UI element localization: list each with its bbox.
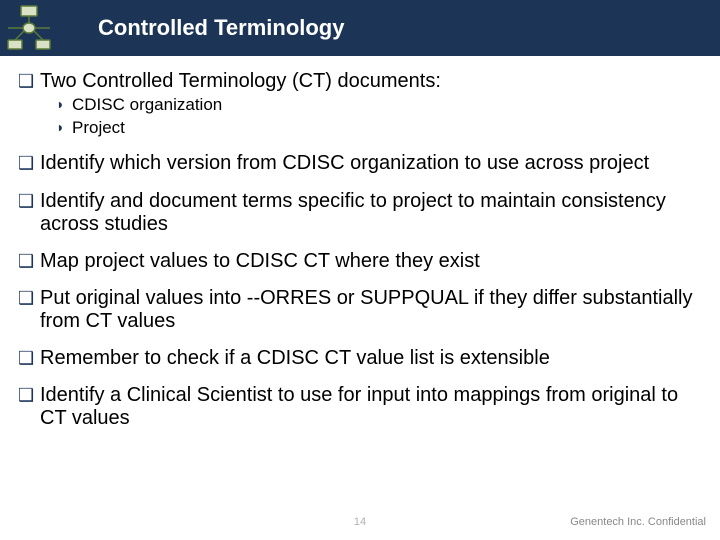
bullet-item: ❑ Two Controlled Terminology (CT) docume… [18, 70, 702, 93]
bullet-marker-icon: ❑ [18, 347, 40, 370]
bullet-text: Put original values into --ORRES or SUPP… [40, 287, 702, 333]
bullet-text: Identify a Clinical Scientist to use for… [40, 384, 702, 430]
sub-bullet-item: ◗ CDISC organization [56, 95, 702, 115]
bullet-item: ❑ Identify which version from CDISC orga… [18, 152, 702, 175]
title-bar: Controlled Terminology [0, 0, 720, 56]
bullet-item: ❑ Map project values to CDISC CT where t… [18, 250, 702, 273]
sub-bullet-text: Project [72, 118, 702, 138]
bullet-text: Identify and document terms specific to … [40, 190, 702, 236]
slide-title: Controlled Terminology [98, 15, 344, 41]
slide-body: ❑ Two Controlled Terminology (CT) docume… [18, 70, 702, 430]
sub-bullet-marker-icon: ◗ [56, 95, 72, 115]
bullet-item: ❑ Put original values into --ORRES or SU… [18, 287, 702, 333]
bullet-marker-icon: ❑ [18, 384, 40, 407]
sub-bullet-marker-icon: ◗ [56, 118, 72, 138]
confidential-label: Genentech Inc. Confidential [570, 516, 706, 528]
bullet-marker-icon: ❑ [18, 250, 40, 273]
bullet-item: ❑ Identify and document terms specific t… [18, 190, 702, 236]
bullet-item: ❑ Remember to check if a CDISC CT value … [18, 347, 702, 370]
bullet-marker-icon: ❑ [18, 287, 40, 310]
bullet-text: Map project values to CDISC CT where the… [40, 250, 702, 273]
flowchart-icon [0, 0, 58, 56]
bullet-item: ❑ Identify a Clinical Scientist to use f… [18, 384, 702, 430]
bullet-marker-icon: ❑ [18, 70, 40, 93]
bullet-marker-icon: ❑ [18, 190, 40, 213]
bullet-text: Identify which version from CDISC organi… [40, 152, 702, 175]
slide: Controlled Terminology ❑ Two Controlled … [0, 0, 720, 540]
sub-bullet-item: ◗ Project [56, 118, 702, 138]
bullet-text: Two Controlled Terminology (CT) document… [40, 70, 702, 93]
bullet-text: Remember to check if a CDISC CT value li… [40, 347, 702, 370]
bullet-marker-icon: ❑ [18, 152, 40, 175]
sub-bullet-text: CDISC organization [72, 95, 702, 115]
